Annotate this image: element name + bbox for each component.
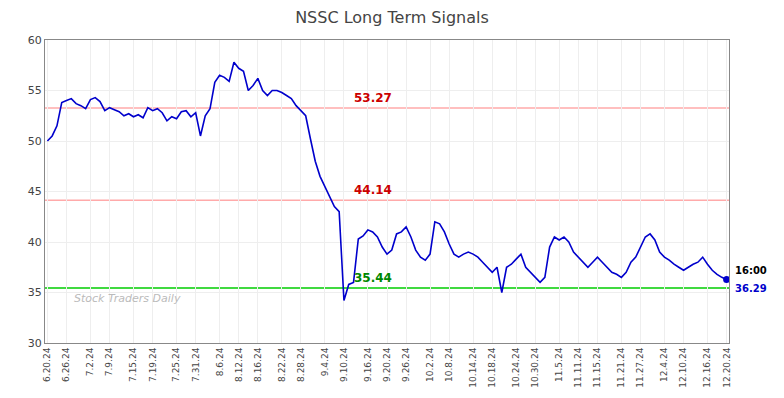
svg-text:Stock Traders Daily: Stock Traders Daily: [74, 292, 181, 305]
svg-text:10.24.24: 10.24.24: [511, 347, 521, 387]
svg-text:8.28.24: 8.28.24: [296, 347, 306, 382]
svg-text:30: 30: [28, 337, 42, 350]
svg-text:36.29: 36.29: [735, 283, 767, 294]
svg-text:12.4.24: 12.4.24: [659, 347, 669, 382]
svg-text:55: 55: [28, 84, 42, 97]
svg-text:35.44: 35.44: [354, 271, 392, 285]
svg-text:8.6.24: 8.6.24: [215, 347, 225, 376]
svg-text:10.14.24: 10.14.24: [468, 347, 478, 387]
svg-text:7.2.24: 7.2.24: [85, 347, 95, 376]
svg-text:40: 40: [28, 236, 42, 249]
svg-text:9.16.24: 9.16.24: [363, 347, 373, 382]
svg-text:8.22.24: 8.22.24: [277, 347, 287, 382]
svg-text:12.10.24: 12.10.24: [678, 347, 688, 387]
svg-text:10.18.24: 10.18.24: [487, 347, 497, 387]
svg-text:11.15.24: 11.15.24: [592, 347, 602, 387]
svg-text:9.26.24: 9.26.24: [401, 347, 411, 382]
svg-text:12.16.24: 12.16.24: [702, 347, 712, 387]
svg-text:9.20.24: 9.20.24: [382, 347, 392, 382]
svg-text:9.4.24: 9.4.24: [320, 347, 330, 376]
svg-text:7.31.24: 7.31.24: [191, 347, 201, 382]
svg-text:7.15.24: 7.15.24: [128, 347, 138, 382]
svg-text:11.11.24: 11.11.24: [573, 347, 583, 387]
svg-text:11.27.24: 11.27.24: [635, 347, 645, 387]
svg-text:35: 35: [28, 286, 42, 299]
svg-text:7.25.24: 7.25.24: [171, 347, 181, 382]
svg-text:44.14: 44.14: [354, 183, 392, 197]
svg-text:7.9.24: 7.9.24: [104, 347, 114, 376]
svg-text:NSSC Long Term Signals: NSSC Long Term Signals: [295, 8, 489, 27]
svg-text:7.19.24: 7.19.24: [148, 347, 158, 382]
svg-text:6.26.24: 6.26.24: [61, 347, 71, 382]
svg-text:11.21.24: 11.21.24: [616, 347, 626, 387]
svg-text:45: 45: [28, 185, 42, 198]
svg-text:12.20.24: 12.20.24: [722, 347, 732, 387]
svg-text:8.12.24: 8.12.24: [234, 347, 244, 382]
svg-text:16:00: 16:00: [735, 265, 767, 276]
svg-text:10.8.24: 10.8.24: [444, 347, 454, 382]
svg-text:53.27: 53.27: [354, 91, 392, 105]
svg-text:10.30.24: 10.30.24: [530, 347, 540, 387]
svg-text:9.10.24: 9.10.24: [339, 347, 349, 382]
svg-text:50: 50: [28, 135, 42, 148]
svg-text:60: 60: [28, 34, 42, 47]
svg-text:6.20.24: 6.20.24: [42, 347, 52, 382]
svg-text:11.5.24: 11.5.24: [554, 347, 564, 382]
svg-text:10.2.24: 10.2.24: [425, 347, 435, 382]
svg-text:8.16.24: 8.16.24: [253, 347, 263, 382]
